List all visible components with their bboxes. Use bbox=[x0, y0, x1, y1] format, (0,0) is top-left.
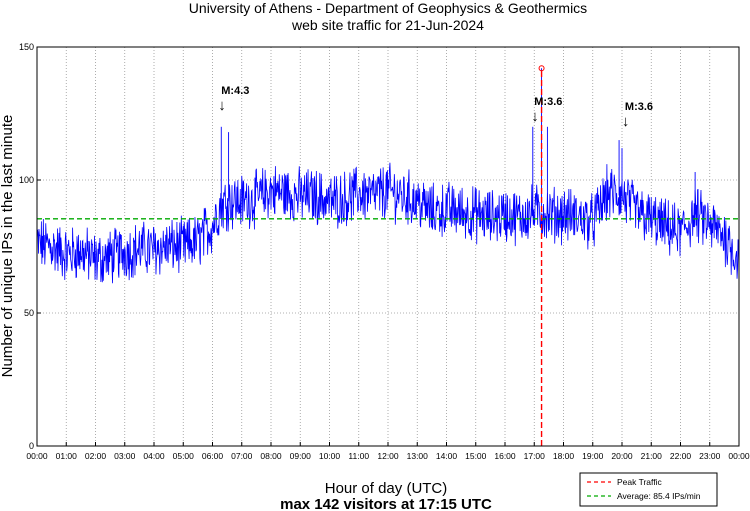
y-axis-ticks: 0 50 100 150 bbox=[19, 42, 41, 451]
y-tick-label: 100 bbox=[19, 175, 34, 185]
x-tick-label: 22:00 bbox=[670, 451, 692, 461]
x-tick-label: 06:00 bbox=[202, 451, 224, 461]
annotation-arrow: ↓ bbox=[622, 113, 630, 130]
y-axis-label: Number of unique IPs in the last minute bbox=[0, 115, 16, 378]
x-tick-label: 00:00 bbox=[728, 451, 750, 461]
x-tick-label: 14:00 bbox=[436, 451, 458, 461]
x-tick-label: 15:00 bbox=[465, 451, 487, 461]
x-tick-label: 20:00 bbox=[611, 451, 633, 461]
legend: Peak Traffic Average: 85.4 IPs/min bbox=[579, 472, 718, 507]
chart-subtitle: web site traffic for 21-Jun-2024 bbox=[291, 17, 484, 33]
annotation-label: M:3.6 bbox=[625, 101, 653, 113]
x-tick-label: 02:00 bbox=[85, 451, 107, 461]
y-tick-label: 0 bbox=[29, 441, 34, 451]
annotation-label: M:3.6 bbox=[534, 96, 562, 108]
x-tick-label: 05:00 bbox=[173, 451, 195, 461]
x-tick-label: 23:00 bbox=[699, 451, 721, 461]
annotation-arrow: ↓ bbox=[531, 108, 539, 125]
y-tick-label: 50 bbox=[24, 308, 34, 318]
peak-marker bbox=[538, 65, 545, 72]
x-axis-label: Hour of day (UTC) bbox=[325, 480, 448, 497]
grid-lines bbox=[37, 47, 739, 446]
x-tick-label: 17:00 bbox=[524, 451, 546, 461]
annotation-label: M:4.3 bbox=[221, 85, 249, 97]
x-tick-label: 11:00 bbox=[348, 451, 369, 461]
x-tick-label: 01:00 bbox=[56, 451, 78, 461]
annotations: M:4.3↓ M:3.6↓M:3.6↓ bbox=[218, 85, 653, 130]
traffic-series-line bbox=[36, 162, 740, 284]
x-tick-label: 03:00 bbox=[114, 451, 136, 461]
x-tick-label: 09:00 bbox=[290, 451, 312, 461]
x-tick-label: 16:00 bbox=[494, 451, 516, 461]
legend-box bbox=[579, 472, 718, 507]
x-tick-label: 19:00 bbox=[582, 451, 604, 461]
y-tick-label: 150 bbox=[19, 42, 34, 52]
reference-lines bbox=[37, 65, 739, 446]
x-tick-label: 10:00 bbox=[319, 451, 341, 461]
annotation-arrow: ↓ bbox=[218, 97, 226, 114]
x-tick-label: 21:00 bbox=[641, 451, 663, 461]
x-tick-label: 07:00 bbox=[231, 451, 253, 461]
x-tick-label: 18:00 bbox=[553, 451, 575, 461]
legend-peak-label: Peak Traffic bbox=[617, 477, 662, 487]
x-tick-label: 00:00 bbox=[26, 451, 48, 461]
legend-average-label: Average: 85.4 IPs/min bbox=[617, 491, 701, 501]
x-tick-label: 12:00 bbox=[377, 451, 399, 461]
x-tick-label: 04:00 bbox=[143, 451, 165, 461]
x-tick-label: 08:00 bbox=[260, 451, 282, 461]
x-axis-ticks: 00:00 01:00 02:00 03:00 04:00 05:00 06:00 07:00… bbox=[26, 442, 750, 461]
chart-title: University of Athens - Department of Geo… bbox=[189, 0, 587, 16]
x-tick-label: 13:00 bbox=[407, 451, 429, 461]
series-layer bbox=[36, 68, 740, 284]
max-visitors-footer: max 142 visitors at 17:15 UTC bbox=[280, 496, 492, 511]
